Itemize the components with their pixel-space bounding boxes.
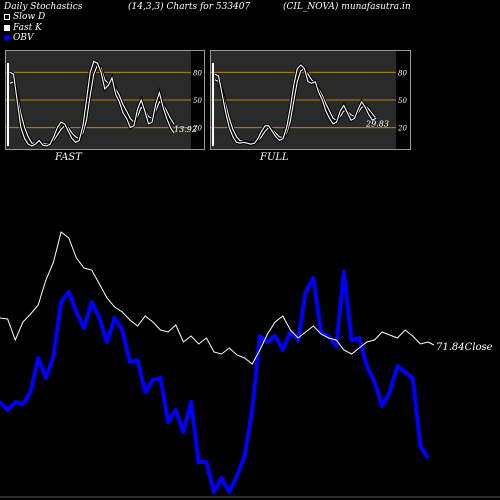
full-tick-20: 20 [397, 125, 407, 133]
obv-line [0, 270, 430, 494]
legend-item-obv: OBV [4, 33, 45, 44]
full-panel-title: FULL [260, 152, 289, 163]
legend-swatch-obv [4, 35, 10, 42]
legend-swatch-fast-k [4, 24, 10, 31]
fast-stochastics-plot: 20 50 80 13.92 [6, 51, 202, 149]
chart-title-left: Daily Stochastics [4, 2, 83, 12]
fast-tick-20: 20 [192, 125, 202, 133]
full-stochastics-panel: 20 50 80 29.83 [210, 50, 411, 150]
full-stochastics-plot: 20 50 80 29.83 [211, 51, 407, 149]
full-tick-80: 80 [398, 69, 407, 77]
price-obv-chart [0, 231, 500, 498]
close-value-label: 71.84Close [436, 342, 493, 353]
legend-label-fast-k: Fast K [13, 22, 42, 33]
fast-panel-title: FAST [55, 152, 82, 163]
close-connector [427, 341, 435, 346]
legend: Slow D Fast K OBV [4, 12, 45, 44]
full-series-0-line [214, 67, 377, 144]
legend-swatch-slow-d [4, 14, 10, 21]
legend-item-fast-k: Fast K [4, 23, 45, 34]
legend-label-slow-d: Slow D [13, 12, 46, 22]
chart-title-right: (CIL_NOVA) munafasutra.in [283, 2, 411, 12]
fast-tick-50: 50 [193, 97, 202, 105]
full-series-1-line [214, 64, 377, 145]
fast-series-1-line [9, 60, 175, 147]
fast-last-value: 13.92 [174, 125, 197, 134]
close-line [0, 231, 429, 365]
chart-title-middle: (14,3,3) Charts for 533407 [128, 2, 251, 12]
fast-tick-80: 80 [193, 69, 202, 77]
full-tick-50: 50 [398, 97, 407, 105]
legend-label-obv: OBV [13, 33, 34, 43]
legend-item-slow-d: Slow D [4, 12, 45, 23]
full-last-value: 29.83 [365, 119, 389, 128]
fast-stochastics-panel: 20 50 80 13.92 [5, 50, 205, 150]
